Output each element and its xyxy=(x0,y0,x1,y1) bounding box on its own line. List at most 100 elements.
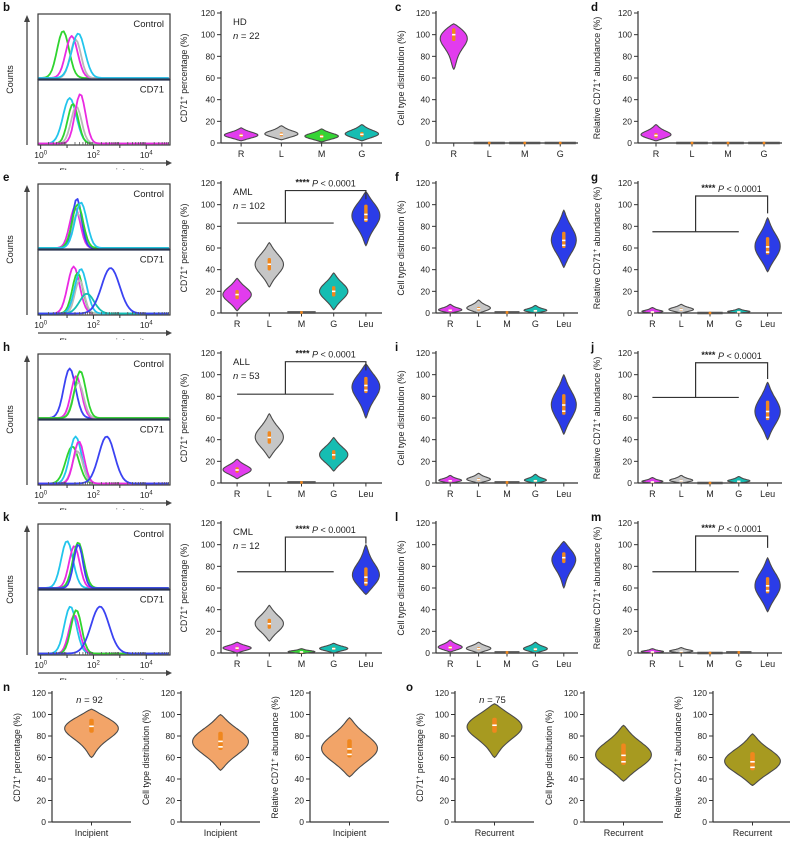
svg-text:Relative CD71+ abundance (%): Relative CD71+ abundance (%) xyxy=(673,696,683,819)
svg-text:20: 20 xyxy=(569,796,579,806)
svg-text:L: L xyxy=(279,149,284,159)
svg-text:120: 120 xyxy=(416,518,430,528)
violin-cd71-percentage-aml: 0 20 40 60 80 100 120 CD71+ percentage (%) R L M G L… xyxy=(175,170,392,340)
svg-text:104: 104 xyxy=(140,150,153,160)
svg-text:G: G xyxy=(735,319,742,329)
svg-text:60: 60 xyxy=(166,753,176,763)
svg-text:M: M xyxy=(503,319,511,329)
svg-text:80: 80 xyxy=(623,391,633,401)
svg-text:G: G xyxy=(532,489,539,499)
svg-text:n = 12: n = 12 xyxy=(233,541,260,552)
svg-text:**** P < 0.0001: **** P < 0.0001 xyxy=(701,183,761,194)
svg-text:120: 120 xyxy=(290,688,304,698)
violin-cell-type-distribution-all: 0 20 40 60 80 100 120 Cell type distribution (%… xyxy=(392,340,588,510)
svg-text:n = 53: n = 53 xyxy=(233,371,260,382)
svg-text:Leu: Leu xyxy=(760,319,775,329)
svg-text:80: 80 xyxy=(37,731,47,741)
svg-text:G: G xyxy=(760,149,767,159)
svg-text:60: 60 xyxy=(206,413,216,423)
svg-text:**** P < 0.0001: **** P < 0.0001 xyxy=(701,350,761,361)
svg-text:0: 0 xyxy=(170,817,175,827)
svg-text:120: 120 xyxy=(416,348,430,358)
svg-text:80: 80 xyxy=(569,731,579,741)
violin-cd71-percentage-all: 0 20 40 60 80 100 120 CD71+ percentage (%) R L M G L… xyxy=(175,340,392,510)
svg-text:20: 20 xyxy=(166,796,176,806)
svg-text:L: L xyxy=(476,659,481,669)
svg-text:Relative CD71+ abundance (%): Relative CD71+ abundance (%) xyxy=(270,696,280,819)
panel-m: m 0 20 40 60 80 100 120 Relative CD71+ abundanc… xyxy=(588,510,790,680)
svg-text:AML: AML xyxy=(233,187,253,198)
svg-text:M: M xyxy=(521,149,529,159)
svg-text:0: 0 xyxy=(627,138,632,148)
svg-text:20: 20 xyxy=(698,796,708,806)
svg-text:100: 100 xyxy=(416,30,430,40)
row-all: h Counts Control CD71 100 102 104 Fluorescence… xyxy=(0,340,790,510)
svg-text:Cell type distribution (%): Cell type distribution (%) xyxy=(396,30,406,125)
svg-text:100: 100 xyxy=(416,540,430,550)
svg-text:40: 40 xyxy=(206,95,216,105)
panel-k-violin: 0 20 40 60 80 100 120 CD71+ percentage (%) R L M G L… xyxy=(175,510,392,680)
svg-text:104: 104 xyxy=(140,320,153,330)
svg-text:L: L xyxy=(476,489,481,499)
svg-text:G: G xyxy=(330,659,337,669)
svg-text:0: 0 xyxy=(702,817,707,827)
violin-relative-cd71-abundance-recurrent: 0 20 40 60 80 100 120 Relative CD71+ abundance … xyxy=(669,680,790,855)
svg-text:60: 60 xyxy=(295,753,305,763)
flow-histogram-cml: Counts Control CD71 100 102 104 Fluorescence i… xyxy=(0,510,175,680)
svg-text:60: 60 xyxy=(421,583,431,593)
svg-text:120: 120 xyxy=(416,8,430,18)
svg-text:40: 40 xyxy=(623,435,633,445)
svg-text:120: 120 xyxy=(201,178,215,188)
panel-k: k Counts Control CD71 100 102 104 Fluorescence… xyxy=(0,510,175,680)
panel-letter-n: n xyxy=(3,682,11,694)
svg-text:M: M xyxy=(706,659,714,669)
svg-text:L: L xyxy=(679,319,684,329)
svg-text:60: 60 xyxy=(623,413,633,423)
svg-text:**** P < 0.0001: **** P < 0.0001 xyxy=(295,178,355,189)
svg-text:100: 100 xyxy=(435,710,449,720)
svg-text:Leu: Leu xyxy=(556,489,571,499)
svg-text:40: 40 xyxy=(623,95,633,105)
violin-cell-type-distribution-recurrent: 0 20 40 60 80 100 120 Cell type distribution (%… xyxy=(540,680,669,855)
svg-text:40: 40 xyxy=(206,605,216,615)
violin-relative-cd71-abundance-incipient: 0 20 40 60 80 100 120 Relative CD71+ abundance … xyxy=(266,680,395,855)
svg-text:0: 0 xyxy=(210,308,215,318)
svg-text:CD71+ percentage (%): CD71+ percentage (%) xyxy=(179,374,189,463)
svg-text:20: 20 xyxy=(623,286,633,296)
violin-cd71-percentage-recurrent: 0 20 40 60 80 100 120 CD71+ percentage (%) Recur… xyxy=(411,680,540,855)
panel-g: g 0 20 40 60 80 100 120 Relative CD71+ abundanc… xyxy=(588,170,790,340)
panel-l: l 0 20 40 60 80 100 120 Cell type distribution … xyxy=(392,510,588,680)
row-cml: k Counts Control CD71 100 102 104 Fluorescence… xyxy=(0,510,790,680)
svg-text:20: 20 xyxy=(206,456,216,466)
svg-text:0: 0 xyxy=(425,648,430,658)
svg-text:L: L xyxy=(267,489,272,499)
svg-text:CD71: CD71 xyxy=(140,255,164,266)
svg-text:102: 102 xyxy=(87,490,100,500)
svg-text:40: 40 xyxy=(623,265,633,275)
svg-text:80: 80 xyxy=(206,221,216,231)
svg-text:Cell type distribution (%): Cell type distribution (%) xyxy=(141,710,151,805)
panel-b-violin: 0 20 40 60 80 100 120 CD71+ percentage (%) R L M G H… xyxy=(175,0,392,170)
svg-text:M: M xyxy=(318,149,326,159)
svg-text:100: 100 xyxy=(161,710,175,720)
svg-text:60: 60 xyxy=(623,583,633,593)
panel-letter-o: o xyxy=(406,682,414,694)
svg-text:L: L xyxy=(476,319,481,329)
violin-cell-type-distribution-hd: 0 20 40 60 80 100 120 Cell type distribution (%… xyxy=(392,0,588,170)
svg-text:100: 100 xyxy=(34,320,47,330)
svg-text:60: 60 xyxy=(421,413,431,423)
svg-text:20: 20 xyxy=(206,286,216,296)
svg-text:Recurrent: Recurrent xyxy=(475,828,515,838)
svg-text:R: R xyxy=(451,149,458,159)
svg-text:60: 60 xyxy=(569,753,579,763)
svg-text:120: 120 xyxy=(618,348,632,358)
svg-text:L: L xyxy=(679,659,684,669)
svg-text:120: 120 xyxy=(201,8,215,18)
svg-text:40: 40 xyxy=(206,435,216,445)
svg-text:20: 20 xyxy=(421,626,431,636)
svg-text:Recurrent: Recurrent xyxy=(604,828,644,838)
svg-text:n = 22: n = 22 xyxy=(233,31,260,42)
panel-e-violin: 0 20 40 60 80 100 120 CD71+ percentage (%) R L M G L… xyxy=(175,170,392,340)
svg-text:80: 80 xyxy=(206,561,216,571)
